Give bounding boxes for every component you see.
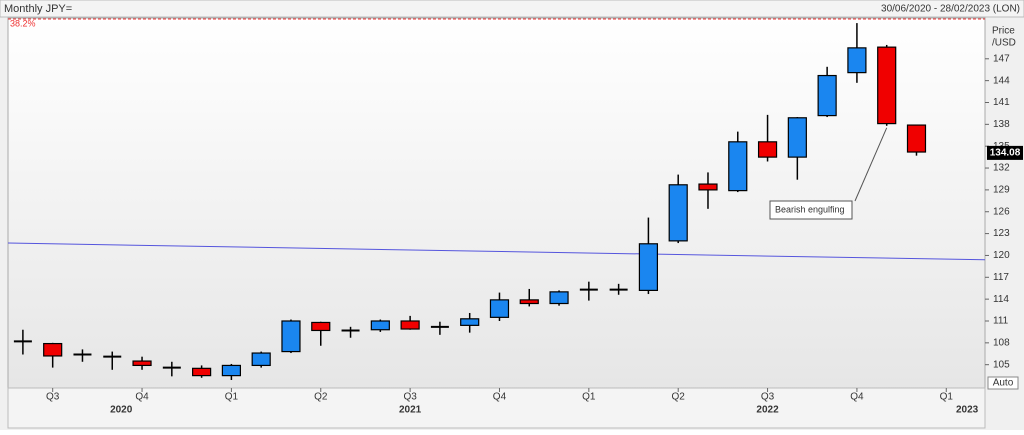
y-tick-label: 126 (993, 206, 1010, 217)
x-tick-label: Q3 (761, 392, 775, 403)
annotation-text: Bearish engulfing (775, 204, 845, 214)
candle-body (489, 299, 510, 318)
x-tick-label: Q1 (225, 392, 239, 403)
year-label: 2023 (956, 405, 979, 416)
x-tick-label: Q3 (403, 392, 417, 403)
x-tick-label: Q4 (850, 392, 864, 403)
y-axis-title: /USD (992, 38, 1016, 49)
x-tick-label: Q2 (672, 392, 686, 403)
x-tick-label: Q1 (940, 392, 954, 403)
last-price-label: 134.08 (990, 148, 1021, 159)
candle-body (549, 291, 569, 305)
x-tick-label: Q3 (46, 392, 60, 403)
candle-body (638, 243, 659, 292)
y-tick-label: 108 (993, 337, 1010, 348)
candle-body (370, 320, 390, 331)
candle-body (728, 141, 748, 192)
y-tick-label: 144 (993, 75, 1010, 86)
y-tick-label: 129 (993, 185, 1010, 196)
candle-body (192, 367, 212, 377)
y-tick-label: 117 (993, 272, 1009, 283)
y-tick-label: 138 (993, 119, 1010, 130)
annotation-arrow (854, 127, 888, 202)
annotation-box (769, 200, 853, 220)
x-tick-label: Q4 (135, 392, 149, 403)
x-tick-label: Q2 (314, 392, 328, 403)
candle-body (251, 352, 271, 367)
x-tick-label: Q1 (582, 392, 596, 403)
last-price-box (987, 145, 1023, 160)
candle-body (519, 299, 539, 305)
candle-body (787, 117, 807, 158)
candle-body (221, 364, 241, 377)
header-bar (0, 0, 1024, 18)
candle-body (877, 46, 897, 125)
candle-body (757, 141, 778, 158)
fib-label: 38.2% (10, 18, 36, 28)
year-label: 2020 (110, 405, 133, 416)
y-axis-title: Price (992, 26, 1015, 37)
auto-button[interactable] (987, 376, 1019, 390)
y-tick-label: 132 (993, 163, 1010, 174)
auto-button-label[interactable]: Auto (993, 378, 1014, 389)
candle-body (311, 321, 331, 332)
candle-body (132, 360, 152, 367)
year-label: 2022 (756, 405, 779, 416)
candle-body (668, 184, 688, 242)
y-tick-label: 105 (993, 359, 1010, 370)
y-tick-label: 111 (993, 316, 1009, 327)
candle-body (281, 320, 301, 353)
y-tick-label: 147 (993, 53, 1010, 64)
y-tick-label: 123 (993, 228, 1010, 239)
candle-body (400, 320, 420, 330)
candle-body (847, 47, 867, 74)
candle-body (698, 183, 718, 191)
y-tick-label: 114 (993, 294, 1009, 305)
y-tick-label: 141 (993, 97, 1010, 108)
candle-body (43, 342, 63, 357)
chart-title: Monthly JPY= (4, 3, 72, 15)
date-range: 30/06/2020 - 28/02/2023 (LON) (881, 4, 1020, 15)
candle-body (460, 318, 480, 326)
candle-body (906, 124, 927, 153)
y-tick-label: 120 (993, 250, 1010, 261)
year-label: 2021 (399, 405, 422, 416)
candle-body (817, 74, 837, 117)
trendline (7, 242, 986, 261)
x-tick-label: Q4 (493, 392, 507, 403)
x-axis-area (7, 387, 986, 429)
